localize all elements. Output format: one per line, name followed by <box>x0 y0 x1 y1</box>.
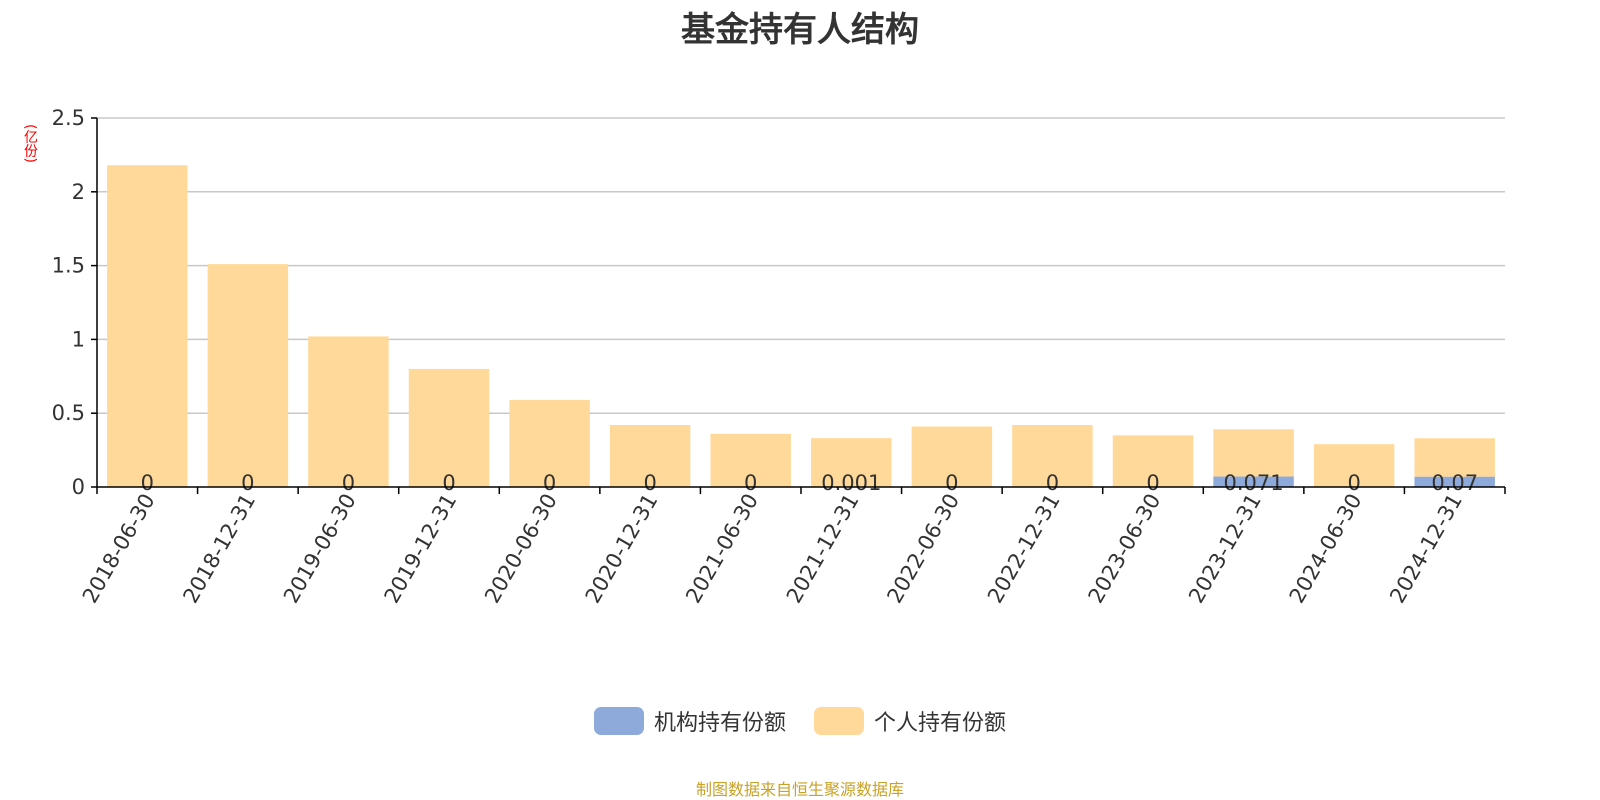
x-tick-label: 2024-06-30 <box>1285 490 1367 608</box>
x-tick-label: 2019-12-31 <box>380 490 462 608</box>
legend-item-institutional[interactable]: 机构持有份额 <box>593 705 786 737</box>
y-tick-label: 2 <box>72 180 85 204</box>
data-label-institutional: 0 <box>1046 471 1059 495</box>
data-labels: 0 0 0 0 0 0 0 0.001 0 0 0 0.071 0 0.07 <box>141 471 1478 495</box>
y-tick-label: 1 <box>72 327 85 351</box>
bar-individual <box>1313 444 1395 487</box>
x-tick-label: 2020-12-31 <box>581 490 663 608</box>
data-label-institutional: 0 <box>1146 471 1159 495</box>
x-tick-label: 2018-06-30 <box>78 490 160 608</box>
data-label-institutional: 0 <box>141 471 154 495</box>
bar-individual <box>710 433 791 487</box>
y-tick-label: 0.5 <box>52 401 85 425</box>
bar-individual <box>1213 429 1294 477</box>
bar-individual <box>107 165 188 487</box>
legend-item-individual[interactable]: 个人持有份额 <box>814 705 1006 737</box>
bar-institutional <box>1213 476 1294 487</box>
data-label-institutional: 0 <box>241 471 254 495</box>
legend-swatch-institutional <box>593 707 644 735</box>
bar-individual <box>609 425 691 487</box>
bar-individual <box>509 399 590 487</box>
data-label-institutional: 0.07 <box>1431 471 1478 495</box>
data-label-institutional: 0 <box>442 471 455 495</box>
bar-individual <box>911 426 993 487</box>
data-label-institutional: 0.071 <box>1224 471 1284 495</box>
legend-label-institutional: 机构持有份额 <box>653 711 786 736</box>
bars <box>107 165 1495 487</box>
bar-individual <box>308 336 389 487</box>
bar-individual <box>408 368 490 487</box>
legend-swatch-individual <box>814 707 864 735</box>
y-axis-unit-label: (亿份) <box>22 124 38 163</box>
bar-individual <box>207 264 289 487</box>
x-tick-label: 2023-06-30 <box>1084 490 1166 608</box>
data-label-institutional: 0 <box>744 471 757 495</box>
x-tick-label: 2022-12-31 <box>983 490 1065 608</box>
x-tick-label: 2021-12-31 <box>782 490 864 608</box>
x-tick-label: 2019-06-30 <box>279 490 361 608</box>
bar-individual <box>811 438 892 487</box>
bar-institutional <box>1414 476 1495 487</box>
legend: 机构持有份额 个人持有份额 <box>0 705 1600 737</box>
data-label-institutional: 0 <box>1347 471 1360 495</box>
x-tick-label: 2020-06-30 <box>480 490 562 608</box>
data-label-institutional: 0.001 <box>821 471 881 495</box>
y-tick-label: 0 <box>72 475 85 499</box>
bar-individual <box>1112 435 1194 487</box>
chart-title: 基金持有人结构 <box>681 10 919 50</box>
y-tick-label: 2.5 <box>52 106 85 130</box>
data-label-institutional: 0 <box>643 471 656 495</box>
x-tick-label: 2021-06-30 <box>681 490 763 608</box>
legend-label-individual: 个人持有份额 <box>874 711 1007 736</box>
bar-individual <box>1012 425 1093 487</box>
data-label-institutional: 0 <box>543 471 556 495</box>
y-tick-label: 1.5 <box>52 254 85 278</box>
data-label-institutional: 0 <box>342 471 355 495</box>
x-tick-label: 2024-12-31 <box>1385 490 1467 608</box>
x-tick-label: 2022-06-30 <box>882 490 964 608</box>
x-tick-label: 2018-12-31 <box>178 490 260 608</box>
source-note: 制图数据来自恒生聚源数据库 <box>695 780 904 799</box>
data-label-institutional: 0 <box>945 471 958 495</box>
bar-individual <box>1414 438 1495 477</box>
x-tick-label: 2023-12-31 <box>1184 490 1266 608</box>
